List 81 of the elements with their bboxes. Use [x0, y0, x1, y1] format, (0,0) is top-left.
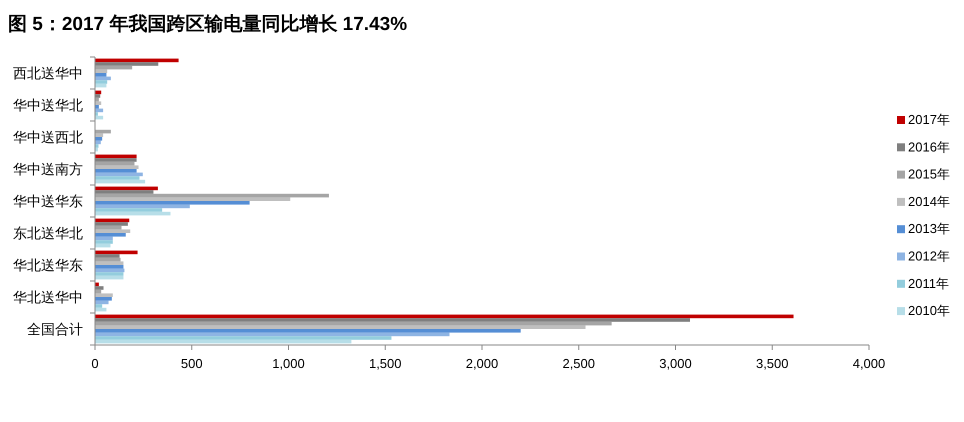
x-tick-label: 1,500 — [368, 356, 402, 371]
x-tick-label: 500 — [180, 356, 203, 371]
bar — [95, 180, 146, 184]
bar — [95, 258, 121, 262]
y-tick-label: 西北送华中 — [13, 65, 83, 81]
bar — [95, 154, 137, 158]
bar — [95, 272, 124, 276]
y-tick-label: 东北送华北 — [13, 225, 83, 241]
bar — [95, 140, 101, 144]
bar — [95, 233, 126, 237]
bar — [95, 116, 104, 120]
bar — [95, 329, 521, 333]
bar — [95, 308, 106, 312]
legend-label: 2014年 — [908, 194, 950, 209]
bar — [95, 297, 112, 301]
y-tick-label: 华北送华东 — [13, 257, 83, 273]
bar — [95, 293, 113, 297]
bar — [95, 197, 290, 201]
bar — [95, 336, 392, 340]
bar — [95, 268, 124, 272]
legend-label: 2012年 — [908, 248, 950, 264]
bar — [95, 226, 122, 230]
bar — [95, 162, 134, 166]
legend-label: 2017年 — [908, 112, 950, 127]
bar — [95, 236, 113, 240]
legend-label: 2010年 — [908, 303, 950, 318]
bar — [95, 58, 179, 62]
bar — [95, 69, 108, 73]
bar — [95, 325, 586, 329]
legend-label: 2015年 — [908, 166, 950, 182]
bar — [95, 169, 137, 173]
bar — [95, 194, 329, 198]
legend-label: 2016年 — [908, 139, 950, 154]
bar — [95, 304, 102, 308]
bar — [95, 76, 111, 80]
y-tick-label: 华中送西北 — [13, 129, 83, 145]
bar — [95, 176, 140, 180]
bar — [95, 204, 190, 208]
bar — [95, 244, 110, 248]
x-tick-label: 2,000 — [466, 356, 498, 371]
bar — [95, 314, 794, 318]
chart-title: 图 5：2017 年我国跨区输电量同比增长 17.43% — [8, 13, 408, 35]
bar — [95, 73, 106, 77]
legend-label: 2013年 — [908, 221, 950, 236]
y-tick-label: 华中送南方 — [13, 161, 83, 177]
bar — [95, 130, 111, 134]
bar — [95, 250, 138, 254]
bar — [95, 66, 132, 70]
bar — [95, 108, 104, 112]
bar — [95, 300, 109, 304]
x-tick-label: 4,000 — [852, 356, 886, 371]
bar — [95, 208, 162, 212]
bar — [95, 144, 98, 148]
bar — [95, 240, 113, 244]
bar — [95, 133, 104, 137]
bar — [95, 322, 612, 326]
bar — [95, 229, 130, 233]
x-tick-label: 0 — [91, 356, 99, 371]
x-tick-label: 2,500 — [562, 356, 596, 371]
bar — [95, 201, 250, 205]
bar — [95, 265, 124, 269]
bar — [95, 218, 130, 222]
bar — [95, 261, 124, 265]
y-tick-label: 全国合计 — [27, 321, 83, 337]
y-tick-label: 华北送华中 — [13, 289, 83, 305]
bar — [95, 276, 124, 280]
legend-label: 2011年 — [908, 276, 949, 291]
bar — [95, 80, 108, 84]
x-tick-label: 3,000 — [659, 356, 692, 371]
bar — [95, 165, 139, 169]
bar — [95, 332, 450, 336]
bar — [95, 172, 143, 176]
y-tick-label: 华中送华东 — [13, 193, 83, 209]
bar — [95, 84, 106, 88]
x-tick-label: 3,500 — [756, 356, 789, 371]
bar — [95, 112, 98, 116]
bar — [95, 212, 170, 216]
x-tick-label: 1,000 — [272, 356, 305, 371]
bar — [95, 340, 352, 344]
y-tick-label: 华中送华北 — [13, 97, 83, 113]
bar — [95, 186, 158, 190]
